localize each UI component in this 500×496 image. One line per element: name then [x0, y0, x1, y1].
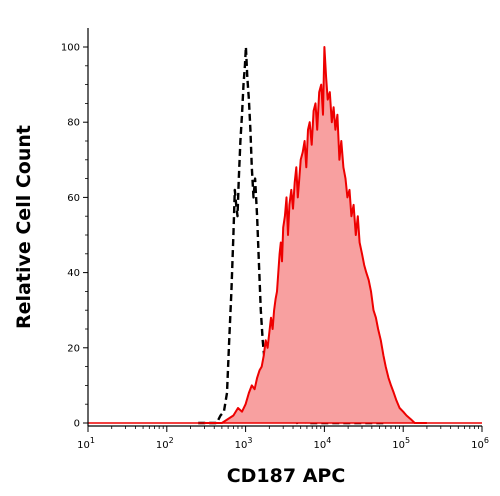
y-tick-labels: 0 20 40 60 80 100	[61, 43, 80, 430]
x-tick-label-1: 102	[156, 436, 174, 451]
x-tick-label-0: 101	[77, 436, 95, 451]
y-tick-label-0: 0	[74, 419, 80, 430]
y-tick-label-1: 20	[67, 343, 80, 354]
x-tick-label-3: 104	[313, 436, 331, 451]
series-0-line	[198, 45, 386, 425]
y-tick-label-2: 40	[67, 268, 80, 279]
x-axis-title: CD187 APC	[227, 465, 346, 487]
series-1-line	[204, 46, 427, 424]
x-tick-label-4: 105	[392, 436, 410, 451]
y-tick-label-4: 80	[67, 118, 80, 129]
x-tick-label-2: 103	[235, 436, 253, 451]
series-1-fill	[204, 47, 427, 423]
x-tick-labels: 101 102 103 104 105 106	[77, 436, 489, 451]
plot-area	[88, 45, 482, 425]
y-tick-label-3: 60	[67, 193, 80, 204]
x-tick-label-5: 106	[471, 436, 489, 451]
y-axis-title: Relative Cell Count	[13, 125, 35, 329]
y-tick-label-5: 100	[61, 43, 80, 54]
